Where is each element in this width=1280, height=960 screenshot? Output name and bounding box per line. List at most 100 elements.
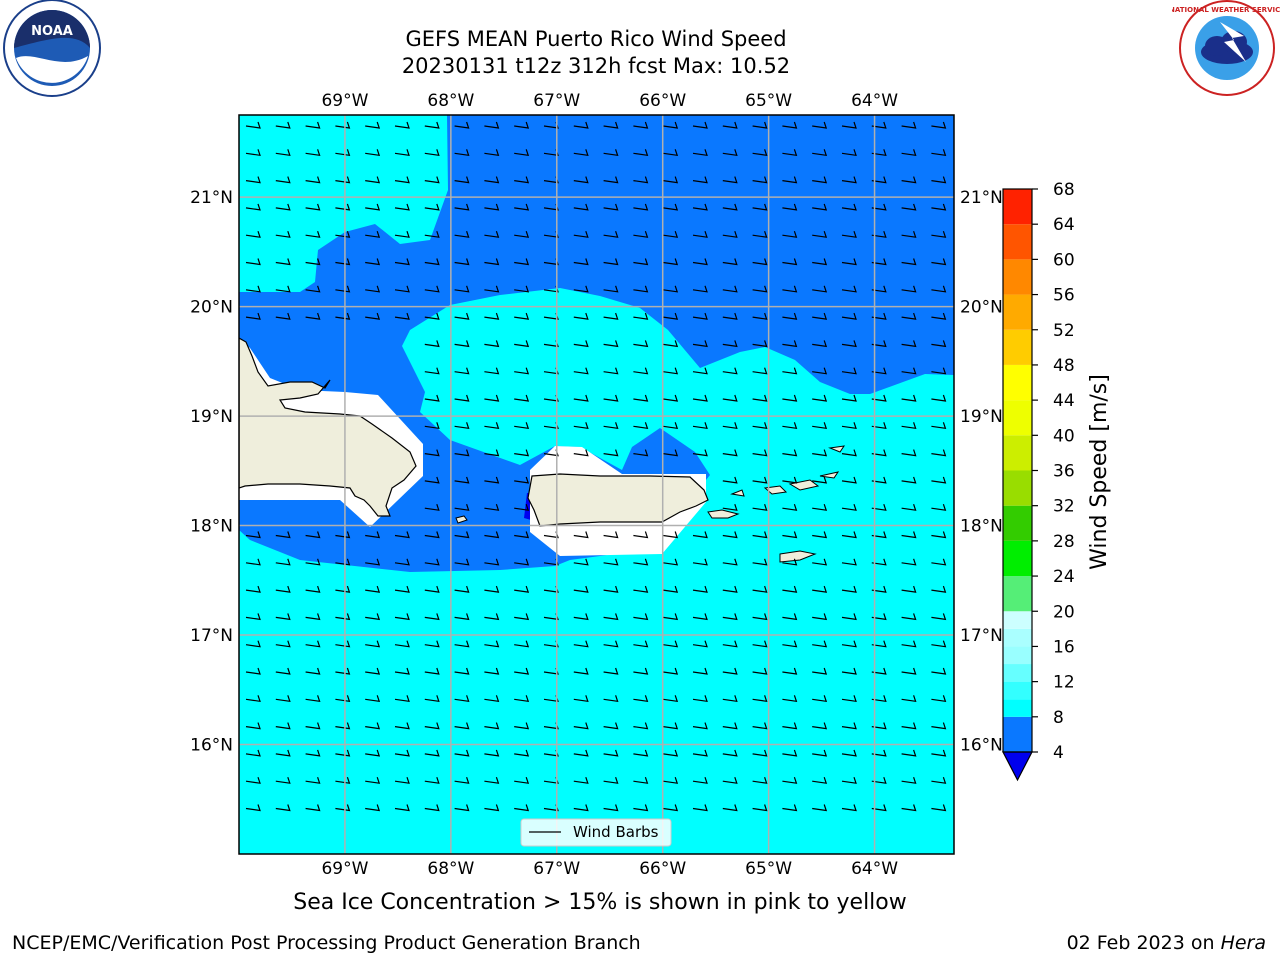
colorbar-segment	[1003, 628, 1032, 647]
wind-barb	[603, 367, 619, 375]
wind-barb	[335, 203, 351, 211]
wind-barb	[365, 722, 381, 730]
wind-barb	[335, 640, 351, 648]
wind-barb	[931, 531, 947, 539]
wind-barb	[901, 667, 917, 675]
lon-tick-bottom: 65°W	[745, 859, 792, 879]
wind-barb	[663, 749, 679, 757]
wind-barb	[931, 449, 947, 457]
wind-barb	[305, 531, 321, 539]
wind-barb	[692, 640, 708, 648]
wind-barb	[722, 749, 738, 757]
wind-barb	[365, 149, 381, 157]
wind-barb	[275, 613, 291, 621]
wind-barb	[484, 449, 500, 457]
wind-barb	[365, 312, 381, 320]
wind-barb	[752, 476, 768, 484]
wind-barb	[663, 613, 679, 621]
wind-barb	[782, 695, 798, 703]
wind-barb	[365, 558, 381, 566]
wind-barb	[782, 231, 798, 238]
wind-barb	[633, 749, 649, 757]
wind-barb	[365, 695, 381, 703]
lon-tick-top: 67°W	[533, 91, 580, 111]
wind-barb	[901, 176, 917, 184]
wind-barb	[365, 640, 381, 648]
wind-barb	[901, 613, 917, 621]
wind-barb	[633, 777, 649, 784]
wind-barb	[484, 367, 500, 375]
wind-barb	[454, 585, 470, 593]
wind-barb	[841, 121, 857, 129]
wind-barb	[871, 394, 887, 402]
wind-barb	[871, 613, 887, 621]
wind-barb	[901, 585, 917, 593]
wind-barb	[752, 285, 768, 293]
wind-barb	[245, 531, 261, 539]
wind-barb	[692, 449, 708, 457]
wind-barb	[424, 121, 440, 129]
wind-barb	[901, 231, 917, 238]
wind-barb	[812, 422, 828, 430]
wind-barb	[603, 749, 619, 757]
wind-barb	[394, 613, 410, 621]
wind-barb	[752, 176, 768, 184]
lon-tick-bottom: 66°W	[639, 859, 686, 879]
wind-barb	[901, 422, 917, 430]
wind-barb	[454, 722, 470, 730]
wind-barb	[812, 531, 828, 539]
lat-tick-right: 19°N	[960, 407, 1003, 427]
wind-barb	[424, 394, 440, 402]
wind-barb	[335, 777, 351, 784]
lon-tick-bottom: 69°W	[321, 859, 368, 879]
wind-barb	[335, 258, 351, 266]
wind-barb	[454, 203, 470, 211]
wind-barb	[514, 176, 530, 184]
wind-barb	[722, 231, 738, 238]
wind-barb	[305, 231, 321, 238]
wind-barb	[484, 504, 500, 511]
colorbar-segment	[1003, 470, 1032, 506]
wind-barb	[365, 203, 381, 211]
wind-barb	[722, 121, 738, 129]
wind-barb	[901, 312, 917, 320]
wind-speed-map: 69°W 69°W 68°W 68°W 67°W 67°W 66°W 66°W 65°W 65°W…	[190, 91, 1112, 879]
wind-barb	[752, 722, 768, 730]
wind-barb	[692, 804, 708, 812]
wind-barb	[722, 285, 738, 293]
wind-barb	[305, 667, 321, 675]
wind-barb	[722, 531, 738, 539]
wind-barb	[573, 585, 589, 593]
wind-barb	[484, 558, 500, 566]
wind-barb	[782, 531, 798, 539]
colorbar-tick-label: 16	[1053, 637, 1075, 657]
wind-barb	[245, 585, 261, 593]
wind-barb	[573, 367, 589, 375]
wind-barb	[514, 367, 530, 375]
wind-barb	[782, 640, 798, 648]
wind-barb	[454, 285, 470, 293]
wind-barb	[692, 558, 708, 566]
wind-barb	[722, 340, 738, 348]
wind-barb	[454, 231, 470, 238]
wind-barb	[692, 367, 708, 375]
wind-barb	[514, 585, 530, 593]
wind-barb	[514, 258, 530, 266]
wind-barb	[514, 394, 530, 402]
wind-barb	[812, 449, 828, 457]
wind-barb	[841, 504, 857, 511]
wind-barb	[424, 585, 440, 593]
wind-barb	[663, 422, 679, 430]
lon-tick-top: 68°W	[427, 91, 474, 111]
wind-barb	[365, 176, 381, 184]
wind-barb	[484, 667, 500, 675]
wind-barb	[484, 722, 500, 730]
wind-barb	[931, 231, 947, 238]
wind-barb	[812, 176, 828, 184]
wind-barb	[335, 312, 351, 320]
wind-barb	[305, 613, 321, 621]
wind-barb	[484, 640, 500, 648]
wind-barb	[454, 640, 470, 648]
wind-barb	[752, 340, 768, 348]
wind-barb	[901, 749, 917, 757]
